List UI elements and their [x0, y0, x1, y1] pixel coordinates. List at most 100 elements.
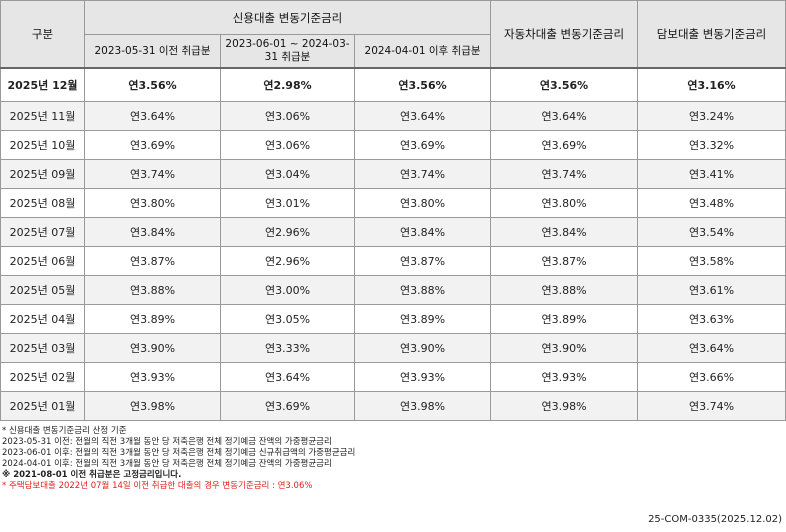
rate-cell: 연3.93%	[353, 362, 492, 392]
note-line: 2024-04-01 이후: 전월의 직전 3개월 동안 당 저축은행 전체 정…	[2, 459, 332, 469]
table-row: 2025년 02월 연3.93% 연3.64% 연3.93% 연3.93% 연3.66%	[0, 362, 786, 392]
rate-cell: 연3.66%	[637, 362, 786, 392]
rate-cell: 연3.84%	[490, 217, 639, 247]
rate-cell: 연3.64%	[490, 101, 639, 131]
rate-cell: 연3.80%	[490, 188, 639, 218]
table-body: 2025년 12월 연3.56% 연2.98% 연3.56% 연3.56% 연3.16% 2…	[0, 67, 786, 421]
rate-cell: 연3.84%	[84, 217, 221, 247]
row-label: 2025년 11월	[0, 101, 85, 131]
note-line: * 주택담보대출 2022년 07월 14일 이전 취급한 대출의 경우 변동기…	[2, 481, 313, 491]
header-cell: 구분	[0, 0, 85, 69]
rate-cell: 연3.64%	[84, 101, 221, 131]
rate-cell: 연3.74%	[637, 391, 786, 421]
rate-cell: 연3.69%	[353, 130, 492, 160]
table-row: 2025년 06월 연3.87% 연2.96% 연3.87% 연3.87% 연3.58%	[0, 246, 786, 276]
rate-cell: 연3.74%	[84, 159, 221, 189]
rate-cell: 연3.90%	[353, 333, 492, 363]
rate-cell: 연3.69%	[84, 130, 221, 160]
rate-cell: 연3.56%	[84, 67, 221, 102]
rate-cell: 연3.93%	[490, 362, 639, 392]
rate-cell: 연2.96%	[220, 217, 355, 247]
rate-cell: 연3.88%	[84, 275, 221, 305]
rate-cell: 연3.89%	[84, 304, 221, 334]
row-label: 2025년 02월	[0, 362, 85, 392]
table-row: 2025년 01월 연3.98% 연3.69% 연3.98% 연3.98% 연3.74%	[0, 391, 786, 421]
rate-cell: 연3.69%	[220, 391, 355, 421]
rate-cell: 연3.61%	[637, 275, 786, 305]
table-row: 2025년 04월 연3.89% 연3.05% 연3.89% 연3.89% 연3.63%	[0, 304, 786, 334]
table-row: 2025년 12월 연3.56% 연2.98% 연3.56% 연3.56% 연3.16%	[0, 67, 786, 102]
rate-cell: 연2.96%	[220, 246, 355, 276]
table-header: 구분 신용대출 변동기준금리 자동차대출 변동기준금리 담보대출 변동기준금리 …	[0, 0, 786, 69]
header-cell: 2024-04-01 이후 취급분	[353, 34, 492, 69]
rate-cell: 연3.80%	[353, 188, 492, 218]
rate-cell: 연3.87%	[84, 246, 221, 276]
rate-cell: 연3.64%	[220, 362, 355, 392]
footer: 25-COM-0335(2025.12.02)	[648, 514, 782, 525]
row-label: 2025년 08월	[0, 188, 85, 218]
rate-cell: 연3.06%	[220, 101, 355, 131]
row-label: 2025년 04월	[0, 304, 85, 334]
row-label: 2025년 09월	[0, 159, 85, 189]
rate-cell: 연3.64%	[637, 333, 786, 363]
rate-cell: 연3.98%	[84, 391, 221, 421]
rate-cell: 연3.84%	[353, 217, 492, 247]
notes: * 신용대출 변동기준금리 산정 기준 2023-05-31 이전: 전월의 직전…	[2, 426, 355, 492]
table-row: 2025년 11월 연3.64% 연3.06% 연3.64% 연3.64% 연3.24%	[0, 101, 786, 131]
rate-cell: 연2.98%	[220, 67, 355, 102]
table-row: 2025년 03월 연3.90% 연3.33% 연3.90% 연3.90% 연3.64%	[0, 333, 786, 363]
row-label: 2025년 06월	[0, 246, 85, 276]
rate-cell: 연3.56%	[490, 67, 639, 102]
row-label: 2025년 12월	[0, 67, 85, 102]
rate-cell: 연3.74%	[353, 159, 492, 189]
rate-cell: 연3.89%	[353, 304, 492, 334]
table-row: 2025년 05월 연3.88% 연3.00% 연3.88% 연3.88% 연3.61%	[0, 275, 786, 305]
rate-cell: 연3.63%	[637, 304, 786, 334]
row-label: 2025년 01월	[0, 391, 85, 421]
rate-cell: 연3.74%	[490, 159, 639, 189]
rate-cell: 연3.64%	[353, 101, 492, 131]
header-cell: 자동차대출 변동기준금리	[490, 0, 639, 69]
rate-table: 구분 신용대출 변동기준금리 자동차대출 변동기준금리 담보대출 변동기준금리 …	[0, 0, 786, 421]
rate-cell: 연3.69%	[490, 130, 639, 160]
rate-cell: 연3.41%	[637, 159, 786, 189]
rate-cell: 연3.87%	[490, 246, 639, 276]
table-row: 2025년 07월 연3.84% 연2.96% 연3.84% 연3.84% 연3.54%	[0, 217, 786, 247]
rate-cell: 연3.88%	[353, 275, 492, 305]
rate-cell: 연3.89%	[490, 304, 639, 334]
rate-cell: 연3.58%	[637, 246, 786, 276]
rate-cell: 연3.87%	[353, 246, 492, 276]
note-line: ※ 2021-08-01 이전 취급분은 고정금리입니다.	[2, 470, 182, 480]
table-row: 2025년 08월 연3.80% 연3.01% 연3.80% 연3.80% 연3.48%	[0, 188, 786, 218]
note-line: * 신용대출 변동기준금리 산정 기준	[2, 426, 127, 436]
rate-cell: 연3.16%	[637, 67, 786, 102]
rate-cell: 연3.90%	[84, 333, 221, 363]
rate-cell: 연3.06%	[220, 130, 355, 160]
row-label: 2025년 03월	[0, 333, 85, 363]
rate-cell: 연3.24%	[637, 101, 786, 131]
note-line: 2023-06-01 이후: 전월의 직전 3개월 동안 당 저축은행 전체 정…	[2, 448, 356, 458]
note-line: 2023-05-31 이전: 전월의 직전 3개월 동안 당 저축은행 전체 정…	[2, 437, 332, 447]
table-row: 2025년 09월 연3.74% 연3.04% 연3.74% 연3.74% 연3.41%	[0, 159, 786, 189]
rate-cell: 연3.01%	[220, 188, 355, 218]
rate-cell: 연3.48%	[637, 188, 786, 218]
rate-cell: 연3.93%	[84, 362, 221, 392]
rate-cell: 연3.00%	[220, 275, 355, 305]
rate-cell: 연3.05%	[220, 304, 355, 334]
header-cell: 신용대출 변동기준금리	[83, 0, 492, 35]
rate-cell: 연3.80%	[84, 188, 221, 218]
row-label: 2025년 10월	[0, 130, 85, 160]
rate-cell: 연3.04%	[220, 159, 355, 189]
rate-cell: 연3.90%	[490, 333, 639, 363]
rate-cell: 연3.88%	[490, 275, 639, 305]
rate-cell: 연3.54%	[637, 217, 786, 247]
rate-cell: 연3.56%	[353, 67, 492, 102]
rate-cell: 연3.98%	[490, 391, 639, 421]
table-row: 2025년 10월 연3.69% 연3.06% 연3.69% 연3.69% 연3.32%	[0, 130, 786, 160]
rate-cell: 연3.98%	[353, 391, 492, 421]
rate-cell: 연3.32%	[637, 130, 786, 160]
row-label: 2025년 05월	[0, 275, 85, 305]
row-label: 2025년 07월	[0, 217, 85, 247]
header-cell: 2023-05-31 이전 취급분	[84, 34, 221, 69]
